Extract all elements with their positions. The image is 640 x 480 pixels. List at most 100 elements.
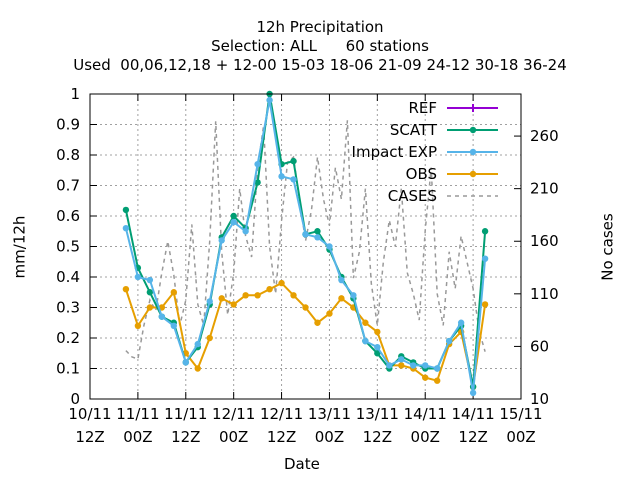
data-point-impact-exp (350, 292, 357, 299)
x-tick-label: 14/11 (451, 405, 494, 423)
data-point-scatt (314, 228, 321, 235)
data-point-impact-exp (146, 276, 154, 284)
legend-marker (469, 148, 477, 156)
x-tick-label-time: 00Z (315, 428, 344, 446)
data-point-obs (170, 289, 178, 296)
data-point-impact-exp (398, 356, 405, 363)
y2-tick-label: 10 (530, 390, 549, 408)
y2-tick-label: 60 (530, 337, 549, 355)
y-tick-label: 0.5 (56, 238, 80, 256)
y-tick-label: 0.8 (56, 146, 80, 164)
x-tick-label: 15/11 (499, 405, 542, 423)
data-point-impact-exp (338, 276, 345, 284)
data-point-obs (134, 322, 142, 329)
legend-label-cases: CASES (388, 187, 437, 205)
data-point-obs (146, 304, 154, 311)
data-point-impact-exp (433, 365, 441, 372)
data-point-obs (433, 377, 441, 384)
data-point-scatt (254, 179, 261, 186)
x-tick-label: 13/11 (356, 405, 399, 423)
data-point-scatt (481, 228, 489, 235)
legend-label-scatt: SCATT (390, 121, 438, 139)
data-point-impact-exp (290, 176, 297, 183)
y2-tick-label: 160 (530, 232, 559, 250)
data-point-obs (194, 365, 201, 372)
data-point-impact-exp (182, 359, 189, 366)
data-point-obs (278, 279, 285, 287)
data-point-impact-exp (134, 273, 142, 281)
data-point-scatt (290, 157, 297, 165)
x-tick-label: 13/11 (308, 405, 351, 423)
data-point-impact-exp (230, 218, 237, 226)
data-point-impact-exp (218, 237, 225, 244)
data-point-obs (338, 295, 345, 302)
y2-axis-title: No cases (598, 213, 617, 281)
data-point-obs (398, 362, 405, 369)
data-point-impact-exp (278, 173, 285, 180)
y-tick-label: 1 (70, 85, 80, 103)
y-tick-label: 0.6 (56, 207, 80, 225)
data-point-scatt (374, 350, 381, 357)
data-point-obs (254, 292, 261, 299)
data-point-scatt (146, 289, 154, 296)
legend-label-obs: OBS (406, 165, 437, 183)
legend-marker (469, 170, 477, 178)
chart-subtitle-2: Used 00,06,12,18 + 12-00 15-03 18-06 21-… (73, 56, 567, 74)
x-tick-label: 12/11 (260, 405, 303, 423)
x-tick-label-time: 00Z (219, 428, 248, 446)
data-point-obs (362, 319, 369, 326)
data-point-impact-exp (410, 362, 417, 369)
series-line-cases (125, 120, 486, 360)
data-point-scatt (230, 212, 237, 220)
x-tick-label-time: 12Z (363, 428, 392, 446)
legend-marker (469, 126, 477, 134)
data-point-impact-exp (445, 337, 453, 345)
y-tick-label: 0 (70, 390, 80, 408)
series-line-obs (124, 281, 487, 388)
data-point-impact-exp (481, 255, 489, 262)
data-point-obs (266, 286, 273, 293)
data-point-impact-exp (314, 234, 321, 241)
data-point-impact-exp (362, 337, 369, 345)
data-point-obs (122, 286, 130, 293)
legend-label-impact-exp: Impact EXP (352, 143, 437, 161)
y-tick-label: 0.4 (56, 268, 80, 286)
data-point-impact-exp (386, 362, 393, 369)
data-point-obs (242, 292, 249, 299)
x-axis-title: Date (284, 455, 320, 473)
y2-tick-label: 260 (530, 127, 559, 145)
y2-tick-label: 210 (530, 180, 559, 198)
y-tick-label: 0.2 (56, 329, 80, 347)
y-tick-label: 0.1 (56, 360, 80, 378)
x-tick-label-time: 12Z (267, 428, 296, 446)
x-tick-label-time: 12Z (75, 428, 104, 446)
data-point-obs (206, 334, 213, 342)
data-point-obs (218, 295, 225, 302)
data-point-impact-exp (266, 96, 273, 104)
data-point-obs (422, 374, 429, 381)
y-tick-label: 0.7 (56, 177, 80, 195)
x-tick-label-time: 12Z (171, 428, 200, 446)
x-tick-label: 12/11 (212, 405, 255, 423)
chart-title: 12h Precipitation (256, 18, 384, 36)
x-tick-label-time: 12Z (458, 428, 487, 446)
data-point-obs (302, 304, 309, 311)
x-tick-label-time: 00Z (411, 428, 440, 446)
data-point-impact-exp (170, 322, 178, 329)
legend-label-ref: REF (408, 99, 437, 117)
data-point-obs (290, 292, 297, 299)
data-point-impact-exp (457, 319, 465, 326)
data-point-impact-exp (122, 225, 130, 232)
data-point-impact-exp (374, 343, 381, 351)
data-point-impact-exp (242, 228, 249, 235)
x-tick-label: 11/11 (116, 405, 159, 423)
data-point-impact-exp (326, 243, 333, 250)
data-point-impact-exp (194, 340, 201, 348)
x-tick-label: 14/11 (404, 405, 447, 423)
data-point-scatt (122, 206, 130, 214)
data-point-obs (314, 319, 321, 326)
plot-frame (89, 93, 522, 400)
y-tick-label: 0.9 (56, 116, 80, 134)
y-tick-label: 0.3 (56, 299, 80, 317)
